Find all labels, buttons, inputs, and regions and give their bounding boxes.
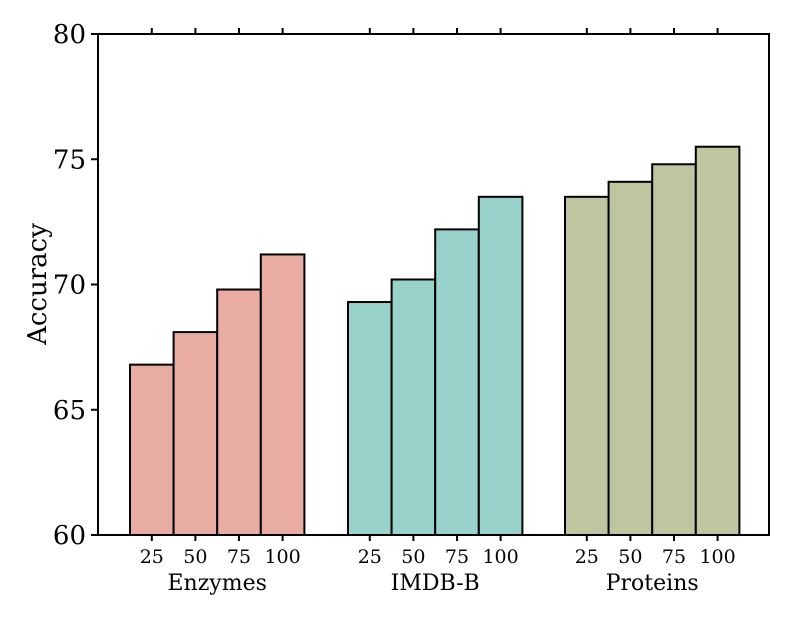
bar-enzymes-25 (129, 363, 175, 536)
category-tick-label: 100 (482, 546, 518, 568)
category-tick-label: 50 (401, 546, 425, 568)
category-tick-label: 75 (662, 546, 686, 568)
bars-layer (129, 145, 741, 537)
bar-proteins-100 (694, 145, 741, 536)
y-tick-label: 65 (53, 396, 86, 426)
category-tick-label: 100 (699, 546, 735, 568)
bar-enzymes-100 (259, 253, 306, 536)
group-label-imdb-b: IMDB-B (391, 571, 480, 596)
category-tick-label: 25 (140, 546, 164, 568)
category-tick-label: 75 (445, 546, 469, 568)
category-tick-label: 25 (575, 546, 599, 568)
group-label-enzymes: Enzymes (167, 571, 266, 596)
category-tick-label: 75 (227, 546, 251, 568)
category-tick-label: 100 (264, 546, 300, 568)
group-label-proteins: Proteins (606, 571, 699, 596)
bar-imdb-b-75 (434, 228, 480, 536)
bar-imdb-b-25 (347, 301, 393, 536)
category-tick-label: 25 (358, 546, 382, 568)
y-tick-label: 75 (53, 145, 86, 175)
bar-proteins-25 (564, 195, 610, 536)
y-axis-label: Accuracy (23, 223, 53, 346)
y-tick-label: 80 (53, 20, 86, 50)
bar-proteins-50 (607, 180, 654, 536)
category-tick-label: 50 (183, 546, 207, 568)
bar-imdb-b-100 (477, 195, 524, 536)
bar-proteins-75 (651, 163, 697, 536)
bar-imdb-b-50 (390, 278, 437, 536)
category-tick-label: 50 (618, 546, 642, 568)
y-tick-label: 70 (53, 271, 86, 301)
bar-enzymes-75 (216, 288, 262, 537)
y-tick-label: 60 (53, 521, 86, 551)
bar-enzymes-50 (172, 331, 219, 536)
